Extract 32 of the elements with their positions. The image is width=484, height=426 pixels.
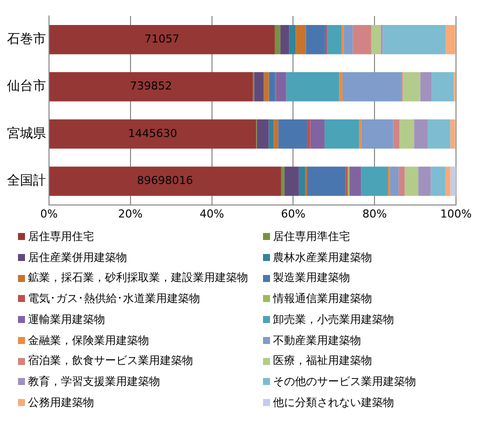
legend-label: 電気･ガス･熱供給･水道業用建築物 [28,291,200,308]
y-tick-label: 宮城県 [7,125,46,142]
y-tick-label: 仙台市 [7,79,46,94]
x-tick-label: 100% [440,207,472,220]
legend-label: 金融業，保険業用建築物 [28,332,149,349]
legend-label: 他に分類されない建築物 [273,394,394,411]
legend-label: 運輸業用建築物 [28,312,105,328]
y-tick-label: 全国計 [7,174,46,189]
legend-label: 公務用建築物 [28,394,94,411]
x-tick-label: 0% [40,207,58,220]
annotation: 71057 [144,32,180,46]
x-tick-label: 60% [280,207,306,220]
legend-label: 農林水産業用建築物 [273,250,372,266]
annotation: 739852 [130,80,172,93]
y-tick-label: 石巻市 [7,32,46,47]
legend-label: 居住専用住宅 [28,229,94,245]
legend-label: 情報通信業用建築物 [273,291,372,308]
legend-label: 居住専用準住宅 [273,229,350,245]
annotation: 1445630 [128,126,178,140]
x-tick-label: 20% [118,207,143,220]
legend-label: 不動産業用建築物 [273,332,361,349]
legend-label: 宿泊業，飲食サービス業用建築物 [28,353,193,370]
legend-label: 居住産業併用建築物 [28,250,127,266]
legend-label: 教育，学習支援業用建築物 [28,374,160,390]
annotation: 89698016 [136,174,193,188]
legend-label: 鉱業，採石業，砂利採取業，建設業用建築物 [28,270,248,286]
legend-label: その他のサービス業用建築物 [273,374,416,390]
legend-label: 医療，福祉用建築物 [273,353,372,370]
x-tick-label: 40% [200,207,224,220]
x-tick-label: 80% [362,207,387,220]
legend-label: 製造業用建築物 [273,270,350,286]
legend-label: 卸売業，小売業用建築物 [273,312,394,328]
